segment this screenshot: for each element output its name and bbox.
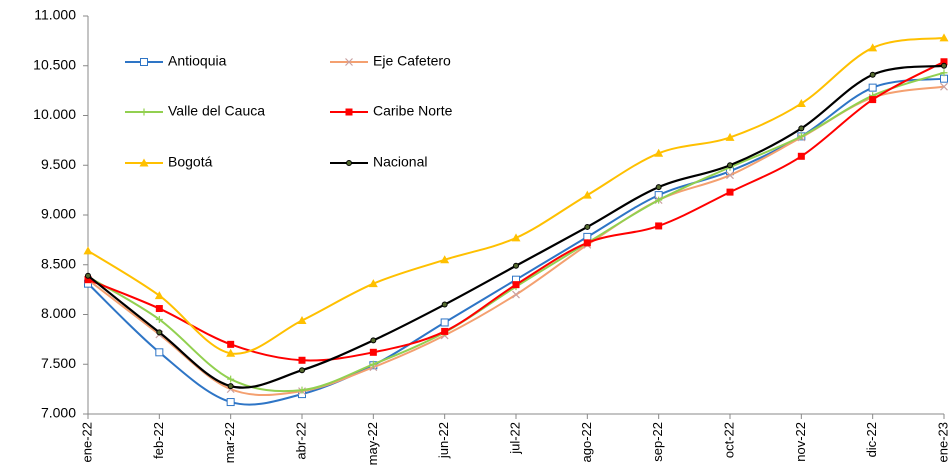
marker <box>85 272 91 279</box>
marker <box>370 337 377 344</box>
marker <box>345 58 353 66</box>
marker <box>655 222 663 230</box>
marker <box>298 356 306 364</box>
legend-label: Antioquia <box>168 53 227 69</box>
marker <box>796 99 806 108</box>
marker <box>654 148 664 157</box>
marker <box>440 255 450 264</box>
marker <box>940 58 948 66</box>
marker <box>941 62 947 69</box>
y-tick-label: 9.500 <box>41 156 76 172</box>
marker <box>583 239 591 247</box>
y-tick-label: 7.500 <box>41 355 76 371</box>
x-tick-label: dic-22 <box>864 422 879 457</box>
marker <box>797 152 805 160</box>
legend-label: Caribe Norte <box>373 103 453 119</box>
marker <box>797 132 805 140</box>
x-tick-label: jun-22 <box>436 422 451 459</box>
marker <box>655 196 663 204</box>
marker <box>512 281 520 289</box>
marker <box>441 301 448 308</box>
y-tick-label: 8.500 <box>41 255 76 271</box>
marker <box>868 83 877 92</box>
marker <box>227 375 235 383</box>
x-tick-label: abr-22 <box>293 422 308 460</box>
x-tick-label: oct-22 <box>721 422 736 458</box>
marker <box>297 315 307 324</box>
marker <box>940 74 948 83</box>
marker <box>298 386 306 394</box>
marker <box>84 276 92 284</box>
marker <box>299 367 305 374</box>
marker <box>441 327 449 335</box>
x-tick-label: ene-23 <box>935 422 950 462</box>
legend-label: Eje Cafetero <box>373 53 451 69</box>
y-tick-label: 7.000 <box>41 405 76 421</box>
marker <box>83 246 93 255</box>
marker <box>139 158 149 167</box>
marker <box>725 132 735 141</box>
marker <box>345 108 353 116</box>
marker <box>726 188 734 196</box>
marker <box>869 71 876 78</box>
marker <box>655 184 662 191</box>
x-tick-label: mar-22 <box>222 422 237 463</box>
marker <box>156 329 163 336</box>
marker <box>798 125 805 132</box>
marker <box>368 279 378 288</box>
legend-label: Bogotá <box>168 154 213 170</box>
x-tick-label: may-22 <box>365 422 380 465</box>
series-line <box>87 71 945 393</box>
y-tick-label: 8.000 <box>41 305 76 321</box>
marker <box>940 82 948 91</box>
marker <box>584 223 591 230</box>
marker <box>512 290 520 299</box>
marker <box>154 291 164 300</box>
marker <box>583 232 592 241</box>
y-tick-label: 9.000 <box>41 206 76 222</box>
marker <box>155 348 164 357</box>
marker <box>369 360 377 368</box>
marker <box>440 318 449 327</box>
y-tick-label: 11.000 <box>34 7 76 23</box>
marker <box>155 315 163 323</box>
marker <box>940 69 948 77</box>
marker <box>511 233 521 242</box>
x-tick-label: nov-22 <box>793 422 808 462</box>
marker <box>226 348 236 357</box>
x-tick-label: jul-22 <box>507 422 522 455</box>
marker <box>939 33 949 42</box>
legend-label: Nacional <box>373 154 427 170</box>
marker <box>226 398 235 407</box>
x-tick-label: sep-22 <box>650 422 665 462</box>
marker <box>155 305 163 313</box>
x-tick-label: ene-22 <box>79 422 94 462</box>
marker <box>869 96 877 104</box>
series-line <box>87 36 945 355</box>
marker <box>513 262 519 269</box>
marker <box>140 58 148 66</box>
y-tick-label: 10.500 <box>33 56 76 72</box>
legend-label: Valle del Cauca <box>168 103 265 119</box>
marker <box>140 108 148 116</box>
marker <box>582 190 592 199</box>
marker <box>369 348 377 356</box>
marker <box>346 160 352 166</box>
x-tick-label: ago-22 <box>579 422 594 462</box>
marker <box>227 383 234 390</box>
marker <box>727 162 733 169</box>
marker <box>868 43 878 52</box>
marker <box>227 340 235 348</box>
y-tick-label: 10.000 <box>33 106 76 122</box>
x-tick-label: feb-22 <box>151 422 166 459</box>
marker <box>726 171 734 180</box>
